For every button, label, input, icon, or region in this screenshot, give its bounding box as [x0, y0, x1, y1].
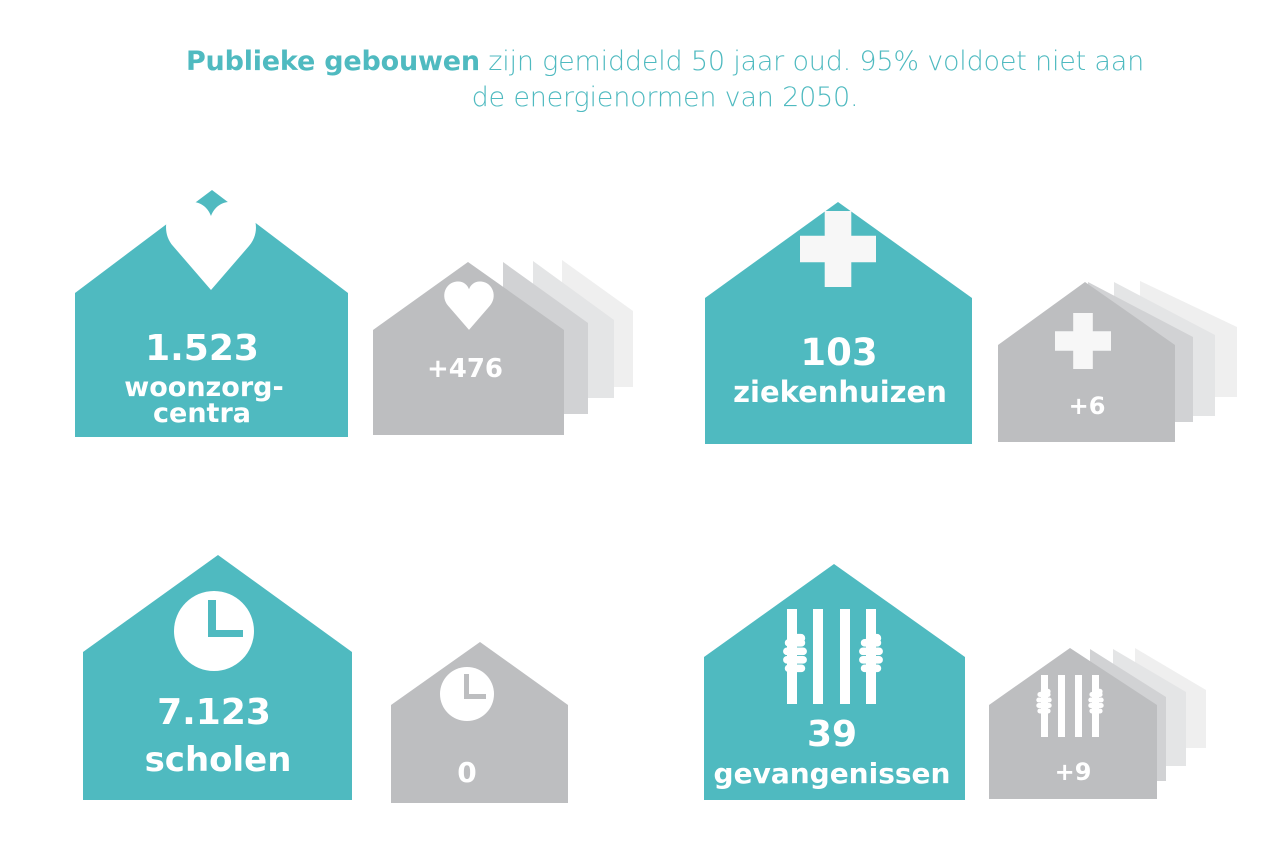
gray-house-stack: +6	[998, 281, 1237, 442]
main-label-line1: scholen	[145, 740, 292, 780]
house-teal	[705, 202, 972, 444]
main-count: 7.123	[157, 692, 271, 733]
main-label-line2: centra	[153, 398, 251, 429]
prison-bars-icon	[783, 609, 883, 704]
prison-bars-icon	[1036, 675, 1104, 737]
house-gray	[391, 642, 568, 803]
panel-ziekenhuizen: +6 103 ziekenhuizen	[705, 202, 1237, 444]
headline-line1: Publieke gebouwen zijn gemiddeld 50 jaar…	[0, 44, 1280, 80]
extra-count: 0	[457, 756, 476, 789]
main-count: 39	[807, 714, 857, 755]
gray-house-stack: +476	[373, 260, 633, 435]
house-front-gray	[989, 648, 1157, 799]
main-label-line1: ziekenhuizen	[733, 375, 947, 409]
panel-gevangenissen: +9 39 gevangenissen	[704, 564, 1206, 800]
house-front-gray	[373, 262, 564, 435]
house-teal	[704, 564, 965, 800]
clock-icon	[174, 591, 254, 671]
main-count: 103	[800, 331, 877, 374]
extra-count: +6	[1069, 392, 1106, 420]
main-label-line1: woonzorg-	[124, 372, 283, 403]
main-count: 1.523	[145, 328, 259, 369]
extra-count: +476	[427, 354, 503, 384]
gray-house-stack: +9	[989, 648, 1206, 799]
panel-scholen: 0 7.123 scholen	[83, 555, 568, 803]
house-teal	[83, 555, 352, 800]
main-label-line1: gevangenissen	[714, 757, 951, 790]
panel-woonzorgcentra: +476 1.523 woonzorg- centra	[75, 190, 633, 437]
clock-icon	[440, 667, 494, 721]
headline-bold: Publieke gebouwen	[185, 46, 480, 77]
extra-count: +9	[1055, 758, 1092, 786]
house-teal	[75, 190, 348, 437]
headline-rest: zijn gemiddeld 50 jaar oud. 95% voldoet …	[479, 46, 1145, 77]
headline: Publieke gebouwen zijn gemiddeld 50 jaar…	[0, 44, 1280, 116]
headline-line2: de energienormen van 2050.	[471, 82, 859, 113]
